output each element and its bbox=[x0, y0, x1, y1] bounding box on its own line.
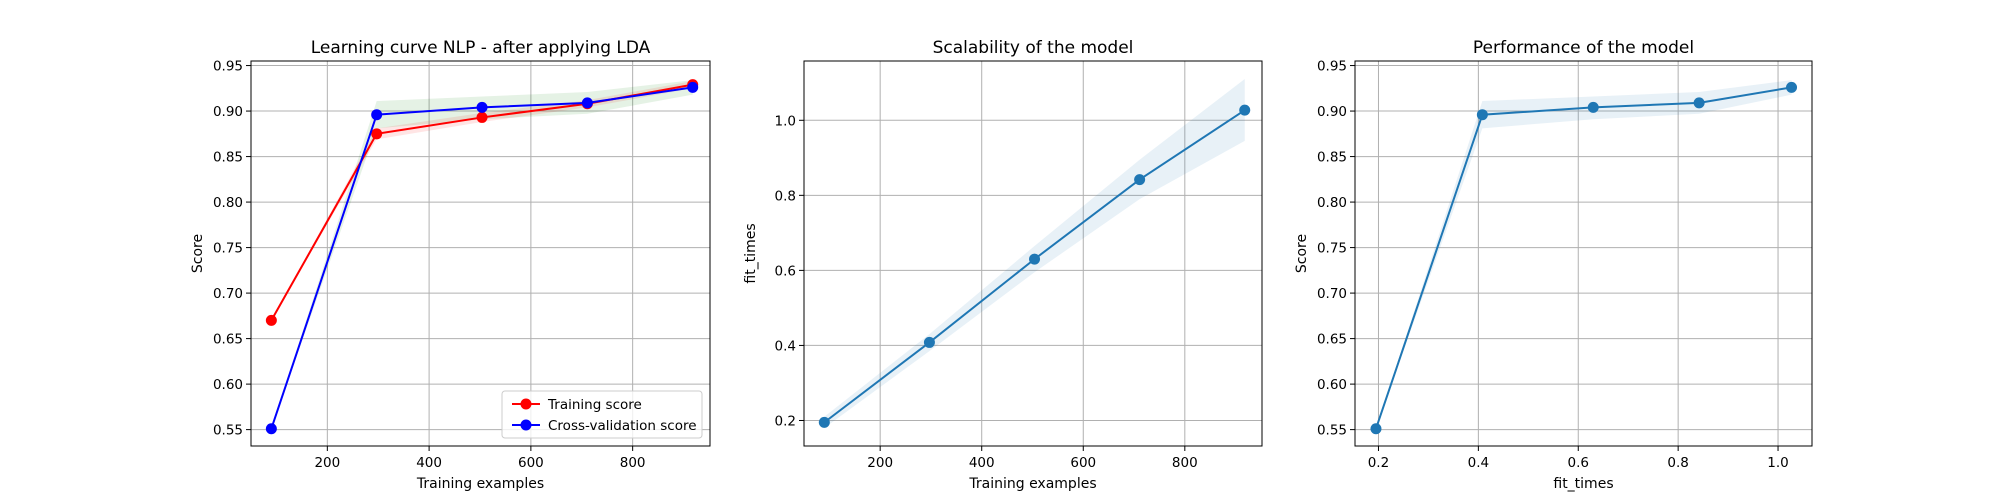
y-tick-label: 0.85 bbox=[1317, 150, 1347, 166]
y-tick-label: 0.2 bbox=[775, 413, 796, 429]
legend: Training score Cross-validation score bbox=[501, 390, 703, 439]
series-line bbox=[1375, 86, 1792, 430]
legend-swatch-marker bbox=[520, 419, 532, 431]
legend-box bbox=[501, 390, 703, 439]
y-axis-label: Score bbox=[1294, 234, 1310, 273]
data-point bbox=[687, 81, 699, 93]
y-tick-label: 0.60 bbox=[213, 377, 243, 393]
data-point bbox=[1476, 109, 1488, 121]
y-tick-label: 0.70 bbox=[1317, 286, 1347, 302]
y-tick-label: 0.8 bbox=[775, 188, 796, 204]
y-axis-label: Score bbox=[190, 234, 206, 273]
y-tick-label: 0.65 bbox=[213, 332, 243, 348]
chart-title: Performance of the model bbox=[1473, 38, 1694, 58]
grid bbox=[1355, 61, 1812, 446]
y-tick-label: 0.65 bbox=[1317, 332, 1347, 348]
y-tick-label: 0.75 bbox=[1317, 241, 1347, 257]
y-tick-label: 0.80 bbox=[1317, 195, 1347, 211]
y-tick-label: 1.0 bbox=[775, 113, 796, 129]
data-point bbox=[581, 97, 593, 109]
y-tick-label: 0.90 bbox=[1317, 104, 1347, 120]
x-tick-label: 800 bbox=[1172, 455, 1198, 471]
y-tick-label: 0.55 bbox=[213, 423, 243, 439]
data-point bbox=[371, 128, 383, 140]
data-point bbox=[371, 109, 383, 121]
x-axis-label: Training examples bbox=[968, 476, 1096, 492]
x-tick-label: 0.2 bbox=[1368, 455, 1389, 471]
legend-entry-label: Training score bbox=[547, 397, 642, 413]
data-point bbox=[1239, 104, 1251, 116]
confidence-band bbox=[1375, 80, 1792, 429]
x-axis-label: fit_times bbox=[1553, 476, 1613, 492]
y-tick-label: 0.55 bbox=[1317, 423, 1347, 439]
legend-entry-label: Cross-validation score bbox=[548, 418, 697, 434]
y-axis-label: fit_times bbox=[743, 223, 759, 283]
data-point bbox=[265, 423, 277, 435]
x-tick-label: 600 bbox=[1070, 455, 1096, 471]
y-tick-label: 0.95 bbox=[213, 59, 243, 75]
y-tick-label: 0.85 bbox=[213, 150, 243, 166]
scalability-panel: 200 400 600 800 0.2 0.4 0.6 0.8 1.0 Scalability o… bbox=[743, 38, 1263, 492]
y-tick-label: 0.60 bbox=[1317, 377, 1347, 393]
y-tick-label: 0.95 bbox=[1317, 59, 1347, 75]
data-point bbox=[1370, 423, 1382, 435]
x-tick-label: 800 bbox=[620, 455, 646, 471]
y-tick-label: 0.90 bbox=[213, 104, 243, 120]
grid bbox=[804, 61, 1262, 446]
learning-curve-panel: 200 400 600 800 0.55 0.60 0.65 0.70 0.75 0.80 0.85… bbox=[190, 38, 711, 492]
performance-panel: 0.2 0.4 0.6 0.8 1.0 0.55 0.60 0.65 0.70 0.75 0.80 0… bbox=[1294, 38, 1813, 492]
data-point bbox=[265, 314, 277, 326]
x-tick-label: 0.6 bbox=[1568, 455, 1589, 471]
chart-title: Scalability of the model bbox=[933, 38, 1134, 58]
grid bbox=[251, 61, 710, 446]
y-tick-label: 0.4 bbox=[775, 338, 796, 354]
data-point bbox=[1587, 101, 1599, 113]
data-point bbox=[1693, 97, 1705, 109]
y-tick-label: 0.6 bbox=[775, 263, 796, 279]
x-tick-label: 200 bbox=[314, 455, 340, 471]
plot-frame bbox=[803, 60, 1263, 447]
series-line bbox=[270, 86, 693, 430]
plot-frame bbox=[250, 60, 711, 447]
data-point bbox=[1029, 253, 1041, 265]
legend-swatch-marker bbox=[520, 398, 532, 410]
x-tick-label: 400 bbox=[416, 455, 442, 471]
x-tick-label: 1.0 bbox=[1767, 455, 1788, 471]
x-axis-label: Training examples bbox=[416, 476, 544, 492]
x-tick-label: 0.4 bbox=[1468, 455, 1489, 471]
x-tick-label: 400 bbox=[969, 455, 995, 471]
x-tick-label: 600 bbox=[518, 455, 544, 471]
data-point bbox=[476, 101, 488, 113]
data-point bbox=[923, 336, 935, 348]
x-tick-label: 0.8 bbox=[1667, 455, 1688, 471]
plot-frame bbox=[1354, 60, 1813, 447]
y-tick-label: 0.75 bbox=[213, 241, 243, 257]
data-point bbox=[1786, 81, 1798, 93]
confidence-band bbox=[271, 80, 693, 429]
x-tick-label: 200 bbox=[867, 455, 893, 471]
data-point bbox=[818, 416, 830, 428]
data-point bbox=[476, 111, 488, 123]
data-point bbox=[1134, 174, 1146, 186]
y-tick-label: 0.80 bbox=[213, 195, 243, 211]
chart-title: Learning curve NLP - after applying LDA bbox=[311, 38, 651, 58]
y-tick-label: 0.70 bbox=[213, 286, 243, 302]
